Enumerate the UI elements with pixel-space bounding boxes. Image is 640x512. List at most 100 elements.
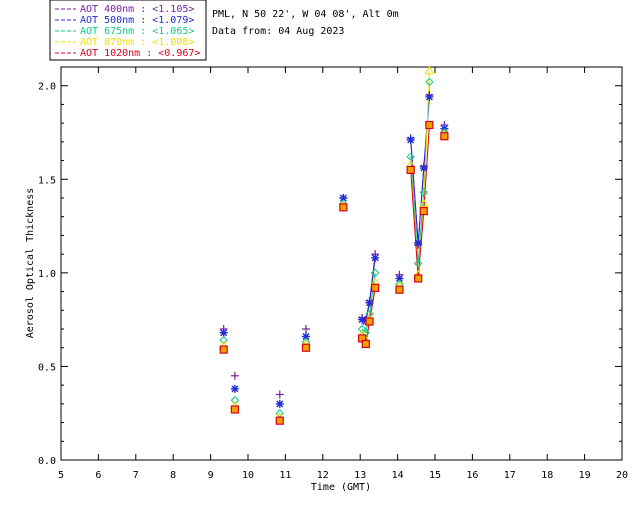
- triangle-mark: [418, 198, 429, 208]
- asterisk-mark: [276, 400, 284, 408]
- data-point: [365, 298, 374, 307]
- x-tick-label: 5: [58, 470, 64, 481]
- data-point: [275, 416, 284, 425]
- diamond-mark: [219, 336, 228, 345]
- asterisk-mark: [425, 93, 433, 101]
- data-point: [371, 253, 380, 262]
- x-axis: 5 6 7 8 9 10 11 12 13 14 15 16 17 18 19 20: [58, 67, 628, 481]
- square-mark: [361, 339, 370, 349]
- y-tick-label: 0.5: [38, 362, 56, 373]
- legend-entry: AOT 500nm : <1.079>: [80, 15, 194, 26]
- x-tick-label: 10: [242, 470, 254, 481]
- data-point: [419, 188, 428, 197]
- data-point: [425, 120, 434, 130]
- data-point: [230, 384, 239, 393]
- data-point: [424, 65, 435, 75]
- square-mark: [395, 285, 404, 294]
- data-point: [370, 268, 380, 278]
- asterisk-mark: [414, 239, 422, 247]
- legend-entry: AOT 675nm : <1.065>: [80, 26, 194, 37]
- x-tick-label: 16: [466, 470, 478, 481]
- data-point: [406, 165, 415, 175]
- y-axis-label: Aerosol Optical Thickness: [25, 188, 36, 339]
- data-point: [395, 274, 404, 283]
- legend-entry: AOT 870nm : <1.008>: [80, 37, 194, 48]
- data-point: [230, 371, 239, 380]
- asterisk-mark: [420, 164, 428, 172]
- asterisk-mark: [395, 274, 403, 282]
- asterisk-mark: [407, 136, 415, 144]
- legend-entry: AOT 1020nm : <0.967>: [80, 48, 200, 59]
- diamond-mark: [425, 77, 434, 87]
- data-point: [419, 164, 428, 173]
- data-point: [414, 274, 423, 283]
- data-point: [219, 336, 228, 345]
- asterisk-mark: [302, 332, 310, 340]
- x-tick-label: 17: [504, 470, 516, 481]
- asterisk-mark: [371, 254, 379, 262]
- square-mark: [406, 165, 415, 175]
- data-point: [395, 285, 404, 294]
- x-axis-label: Time (GMT): [311, 482, 371, 493]
- diamond-mark: [370, 268, 380, 278]
- x-tick-label: 20: [616, 470, 628, 481]
- legend-box: [49, 0, 207, 61]
- y-axis: 0.0 0.5 1.0 1.5 2.0: [38, 82, 622, 467]
- asterisk-mark: [366, 299, 374, 307]
- plot-frame: [60, 66, 623, 461]
- asterisk-mark: [339, 194, 347, 202]
- x-tick-label: 7: [133, 470, 139, 481]
- asterisk-mark: [358, 316, 366, 324]
- x-tick-label: 15: [429, 470, 441, 481]
- data-point: [425, 92, 434, 101]
- data-point: [361, 339, 370, 349]
- square-mark: [365, 317, 374, 326]
- data-point: [406, 135, 415, 144]
- asterisk-mark: [231, 385, 239, 393]
- data-point: [414, 238, 423, 247]
- x-tick-label: 12: [317, 470, 329, 481]
- square-mark: [301, 343, 311, 352]
- square-mark: [414, 274, 423, 283]
- square-mark: [219, 345, 228, 354]
- data-point: [219, 345, 228, 354]
- data-point: [339, 203, 348, 212]
- x-tick-label: 13: [354, 470, 366, 481]
- data-point: [230, 405, 240, 414]
- data-point: [365, 317, 374, 326]
- diamond-mark: [419, 188, 428, 197]
- x-tick-label: 19: [579, 470, 591, 481]
- x-tick-label: 6: [95, 470, 101, 481]
- data-point: [275, 390, 284, 399]
- y-tick-label: 1.5: [38, 175, 56, 186]
- data-point: [301, 343, 311, 352]
- square-mark: [419, 207, 428, 216]
- location-text: PML, N 50 22', W 04 08', Alt 0m: [212, 9, 399, 20]
- x-tick-label: 14: [392, 470, 404, 481]
- x-tick-label: 8: [170, 470, 176, 481]
- data-point: [301, 332, 310, 341]
- data-point: [275, 399, 284, 408]
- diamond-mark: [230, 395, 240, 405]
- data-point: [371, 283, 380, 292]
- legend: AOT 400nm : <1.105>AOT 500nm : <1.079>AO…: [55, 4, 200, 59]
- asterisk-mark: [220, 329, 228, 337]
- square-mark: [371, 283, 380, 292]
- data-point: [230, 395, 240, 405]
- data-point: [413, 259, 423, 268]
- x-tick-label: 11: [279, 470, 291, 481]
- data-point: [418, 198, 429, 208]
- square-mark: [230, 405, 240, 414]
- square-mark: [275, 416, 284, 425]
- data-point: [440, 132, 449, 141]
- series-markers: [218, 65, 450, 425]
- x-tick-label: 9: [208, 470, 214, 481]
- legend-entry: AOT 400nm : <1.105>: [80, 4, 194, 15]
- y-tick-label: 1.0: [38, 269, 56, 280]
- y-tick-label: 2.0: [38, 82, 56, 93]
- square-mark: [425, 120, 434, 130]
- data-point: [301, 325, 310, 333]
- triangle-mark: [424, 65, 435, 75]
- square-mark: [440, 132, 449, 141]
